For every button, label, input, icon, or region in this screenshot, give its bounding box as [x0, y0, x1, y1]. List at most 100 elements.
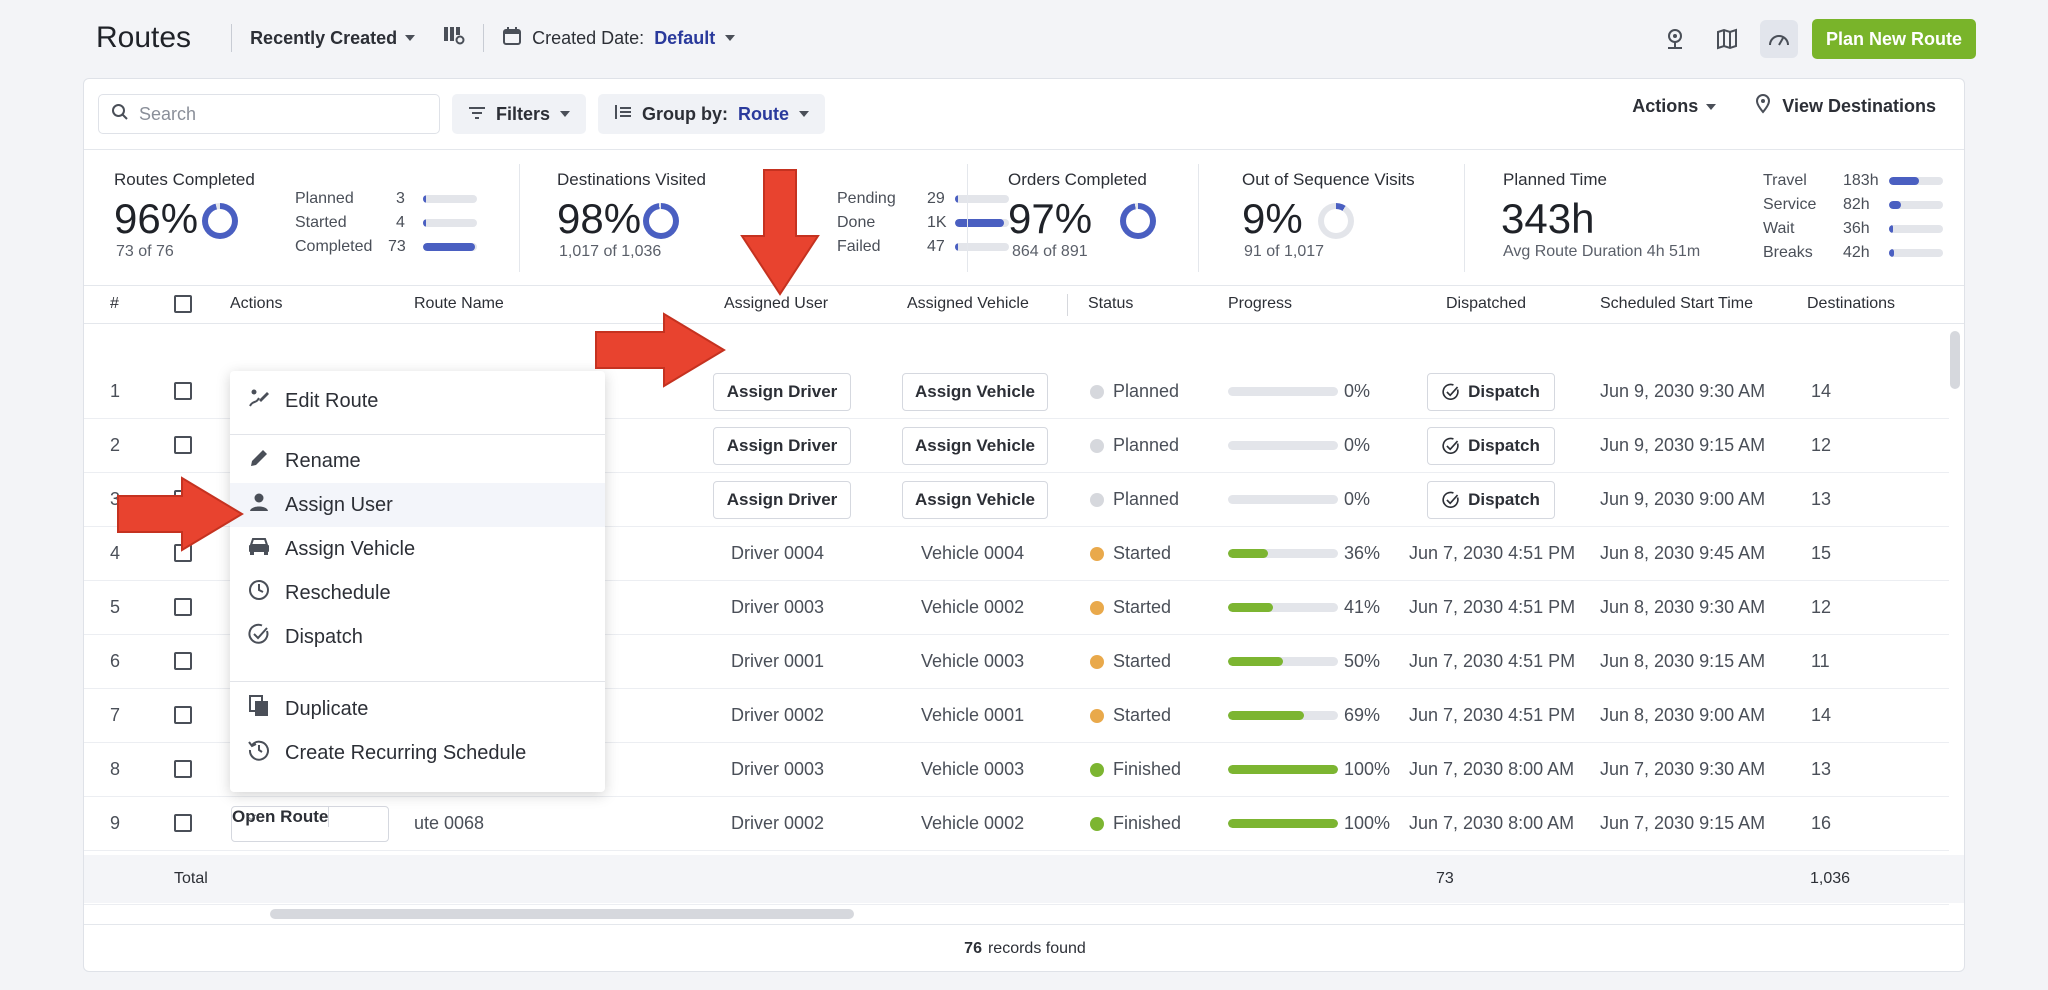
col-destinations[interactable]: Destinations	[1807, 295, 1896, 312]
col-assigned-vehicle[interactable]: Assigned Vehicle	[907, 295, 1029, 312]
col-scheduled-start[interactable]: Scheduled Start Time	[1600, 295, 1753, 312]
sort-dropdown[interactable]: Recently Created	[250, 28, 416, 49]
row-number: 7	[110, 705, 121, 725]
stat-sub: 73 of 76	[116, 243, 174, 260]
progress-value: 69%	[1344, 705, 1381, 725]
plan-new-route-button[interactable]: Plan New Route	[1811, 19, 1976, 59]
stat-value: 98%	[557, 195, 642, 242]
scheduled-start: Jun 9, 2030 9:00 AM	[1600, 489, 1766, 509]
assign-driver-button[interactable]: Assign Driver	[713, 373, 851, 411]
breakdown-row: Started 4	[295, 214, 477, 232]
assign-vehicle-button[interactable]: Assign Vehicle	[902, 427, 1048, 465]
breakdown-count: 73	[388, 238, 406, 255]
progress-bar	[1228, 765, 1338, 774]
ring-chart	[202, 203, 238, 239]
stats-bar: Routes Completed 96% 73 of 76 Planned 3 S…	[84, 149, 1964, 286]
actions-dropdown[interactable]: Actions	[1632, 96, 1717, 117]
search-input[interactable]	[139, 103, 409, 125]
row-number: 5	[110, 597, 121, 617]
scheduled-start: Jun 8, 2030 9:30 AM	[1600, 597, 1766, 617]
breakdown-label: Completed	[295, 238, 373, 255]
stat-sub: 1,017 of 1,036	[559, 243, 662, 260]
menu-item-reschedule[interactable]: Reschedule	[230, 571, 605, 615]
menu-item-recurring-schedule[interactable]: Create Recurring Schedule	[230, 731, 605, 775]
menu-item-duplicate[interactable]: Duplicate	[230, 687, 605, 731]
group-by-button[interactable]: Group by: Route	[598, 94, 826, 134]
assigned-vehicle: Vehicle 0003	[921, 759, 1025, 779]
search-icon	[111, 103, 129, 126]
assign-vehicle-button[interactable]: Assign Vehicle	[902, 481, 1048, 519]
location-pin-icon[interactable]	[1656, 20, 1694, 58]
col-actions[interactable]: Actions	[230, 295, 283, 312]
assigned-user: Driver 0004	[731, 543, 825, 563]
map-markers-icon	[1754, 94, 1774, 119]
col-assigned-user[interactable]: Assigned User	[724, 295, 829, 312]
col-progress[interactable]: Progress	[1228, 295, 1293, 312]
menu-item-assign-user[interactable]: Assign User	[230, 483, 605, 527]
progress-bar	[1228, 441, 1338, 450]
breakdown-row: Service 82h	[1763, 196, 1943, 214]
scheduled-start: Jun 8, 2030 9:15 AM	[1600, 651, 1766, 671]
breakdown-row: Travel 183h	[1763, 172, 1943, 190]
col-route-name[interactable]: Route Name	[414, 295, 504, 312]
scheduled-start: Jun 8, 2030 9:00 AM	[1600, 705, 1766, 725]
menu-item-rename[interactable]: Rename	[230, 439, 605, 483]
menu-separator	[230, 434, 605, 435]
map-icon[interactable]	[1708, 20, 1746, 58]
view-destinations-button[interactable]: View Destinations	[1754, 94, 1936, 119]
breakdown-label: Pending	[837, 190, 896, 207]
check-circle-icon	[1442, 383, 1459, 400]
top-bar: Routes Recently Created Created Date: De…	[0, 0, 2048, 76]
progress-value: 0%	[1344, 381, 1371, 401]
status-dot	[1090, 439, 1104, 453]
breakdown-count: 42h	[1843, 244, 1870, 261]
row-checkbox[interactable]	[174, 760, 192, 778]
row-checkbox[interactable]	[174, 382, 192, 400]
breakdown-label: Done	[837, 214, 876, 231]
scheduled-start: Jun 7, 2030 9:30 AM	[1600, 759, 1766, 779]
menu-label: Duplicate	[285, 697, 369, 720]
vertical-scrollbar[interactable]	[1950, 331, 1960, 389]
dispatch-label: Dispatch	[1468, 490, 1540, 509]
col-status[interactable]: Status	[1088, 295, 1134, 312]
dispatch-button[interactable]: Dispatch	[1427, 481, 1555, 519]
progress-bar	[1228, 819, 1338, 828]
row-checkbox[interactable]	[174, 814, 192, 832]
col-dispatched[interactable]: Dispatched	[1446, 295, 1527, 312]
dispatch-button[interactable]: Dispatch	[1427, 427, 1555, 465]
column-settings-icon[interactable]	[443, 25, 465, 51]
mini-bar	[955, 195, 1009, 203]
menu-item-edit-route[interactable]: Edit Route	[230, 379, 605, 423]
row-checkbox[interactable]	[174, 598, 192, 616]
column-resize-handle[interactable]	[1067, 294, 1068, 316]
row-checkbox[interactable]	[174, 706, 192, 724]
menu-item-assign-vehicle[interactable]: Assign Vehicle	[230, 527, 605, 571]
row-number: 4	[110, 543, 121, 563]
dispatched-time: Jun 7, 2030 8:00 AM	[1409, 813, 1575, 833]
assigned-user: Driver 0002	[731, 705, 825, 725]
progress-value: 0%	[1344, 435, 1371, 455]
filters-button[interactable]: Filters	[452, 94, 587, 134]
stat-value: 343h	[1501, 195, 1595, 242]
row-checkbox[interactable]	[174, 436, 192, 454]
breakdown-count: 183h	[1843, 172, 1879, 189]
select-all-checkbox[interactable]	[174, 295, 192, 313]
menu-item-dispatch[interactable]: Dispatch	[230, 615, 605, 659]
breakdown-row: Done 1K	[837, 214, 1009, 232]
dispatch-button[interactable]: Dispatch	[1427, 373, 1555, 411]
row-number: 3	[110, 489, 121, 509]
assign-driver-button[interactable]: Assign Driver	[713, 481, 851, 519]
created-date-dropdown[interactable]: Created Date: Default	[502, 26, 736, 51]
breakdown-row: Failed 47	[837, 238, 1009, 256]
mini-bar	[955, 243, 1009, 251]
dashboard-gauge-icon[interactable]	[1759, 20, 1798, 58]
row-checkbox[interactable]	[174, 652, 192, 670]
horizontal-scrollbar[interactable]	[270, 909, 854, 919]
route-name[interactable]: ute 0068	[414, 813, 485, 833]
search-box[interactable]	[98, 94, 440, 134]
assign-driver-button[interactable]: Assign Driver	[713, 427, 851, 465]
open-route-button[interactable]: Open Route	[232, 807, 330, 827]
chevron-down-icon[interactable]: ⌵	[245, 807, 257, 823]
assign-vehicle-button[interactable]: Assign Vehicle	[902, 373, 1048, 411]
open-route-split-button[interactable]: Open Route⌵	[231, 806, 389, 842]
